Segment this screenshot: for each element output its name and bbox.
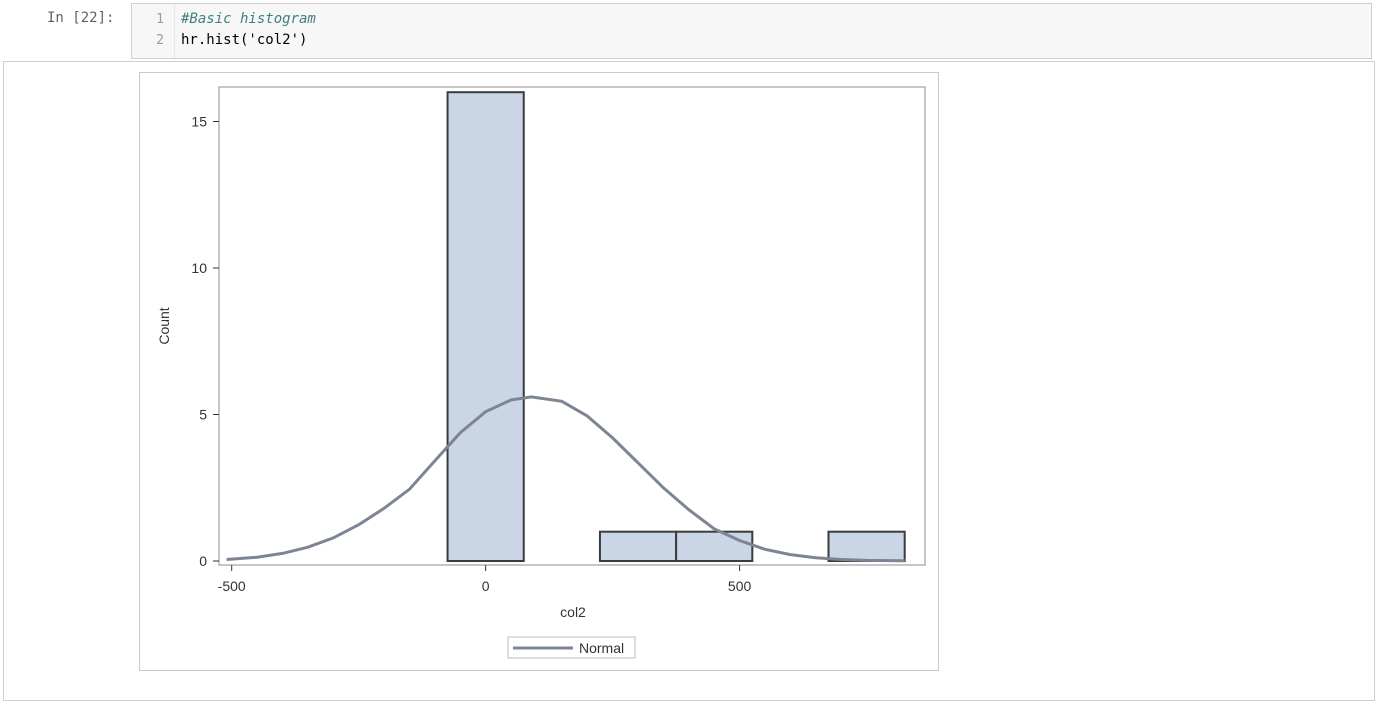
histogram-chart: -500 0 500 0 5 10 15 col2 Count Normal — [156, 86, 926, 659]
cell-prompt: In [22]: — [47, 10, 115, 26]
histogram-bar-3 — [675, 530, 754, 563]
histogram-bar-5 — [827, 530, 906, 563]
axes: -500 0 500 0 5 10 15 — [191, 114, 751, 595]
x-tick-label: 500 — [728, 578, 752, 594]
histogram-bar-2 — [598, 530, 678, 563]
plot-area-frame — [218, 86, 926, 566]
y-tick-label: 10 — [191, 260, 207, 276]
line-number-gutter: 1 2 — [132, 4, 175, 58]
code-cell-input[interactable]: 1 2 #Basic histogram hr.hist('col2') — [131, 3, 1372, 59]
y-tick-label: 0 — [199, 553, 207, 569]
y-axis-label: Count — [156, 307, 172, 344]
x-tick-label: 0 — [482, 578, 490, 594]
legend-normal-label: Normal — [579, 640, 624, 656]
code-line-hist-call[interactable]: hr.hist('col2') — [181, 32, 308, 48]
x-tick-label: -500 — [218, 578, 246, 594]
histogram-bars — [446, 91, 906, 563]
x-axis-label: col2 — [560, 604, 586, 620]
y-tick-label: 5 — [199, 407, 207, 423]
legend: Normal — [507, 636, 636, 659]
histogram-figure: -500 0 500 0 5 10 15 col2 Count Normal — [139, 72, 939, 671]
y-tick-label: 15 — [191, 114, 207, 130]
normal-curve — [226, 395, 905, 563]
line-number-1: 1 — [156, 12, 164, 27]
histogram-bar-0 — [446, 91, 525, 562]
line-number-2: 2 — [156, 33, 164, 48]
code-line-comment[interactable]: #Basic histogram — [181, 11, 316, 27]
